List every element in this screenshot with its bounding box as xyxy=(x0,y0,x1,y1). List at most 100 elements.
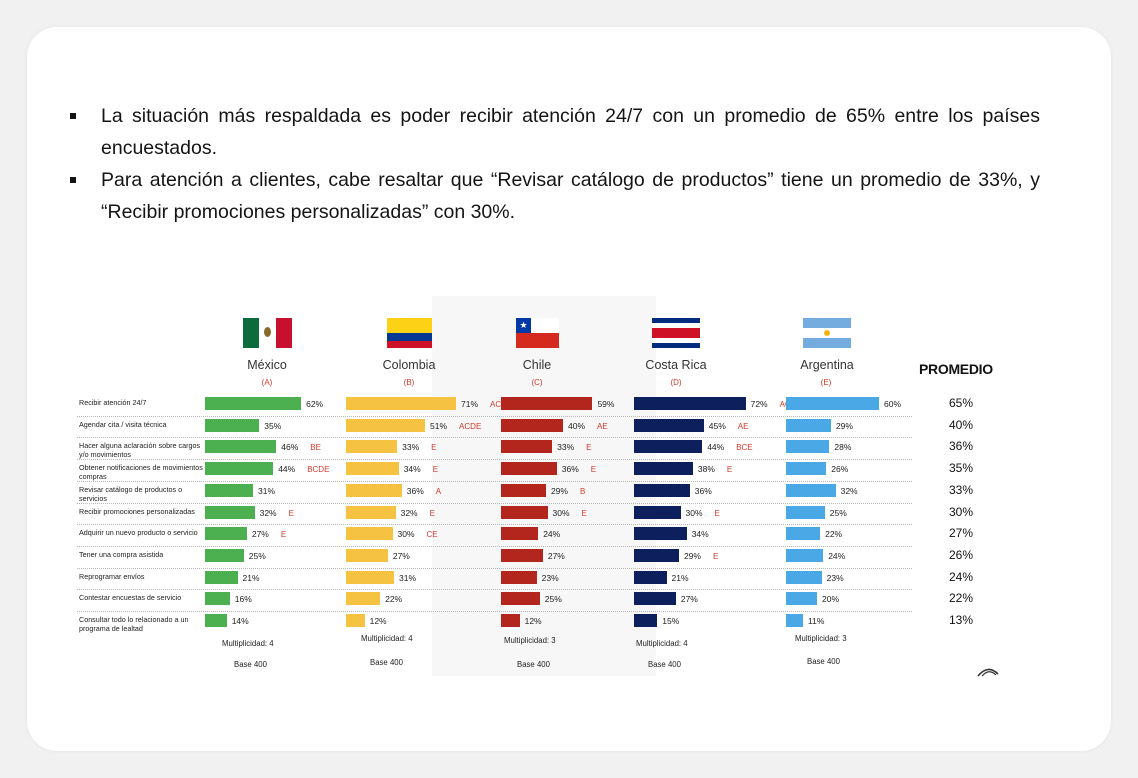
bar-argentina xyxy=(786,418,831,432)
bar-costa-rica xyxy=(634,397,746,410)
country-letter-argentina: (E) xyxy=(820,378,832,387)
bar-argentina xyxy=(786,483,836,497)
bar-colombia xyxy=(346,570,395,584)
bar-colombia xyxy=(346,592,381,606)
data-label-argentina: 11% xyxy=(808,616,825,626)
significance-label-costa-rica: BCE xyxy=(736,443,753,453)
bar-mexico xyxy=(205,462,274,476)
significance-label-costa-rica: E xyxy=(712,551,719,561)
promedio-value: 65% xyxy=(949,396,974,410)
significance-label-chile: E xyxy=(590,465,597,475)
data-label-colombia: 33% xyxy=(402,442,420,453)
data-label-costa-rica: 27% xyxy=(680,594,698,605)
promedio-value: 40% xyxy=(949,417,974,432)
data-label-argentina: 26% xyxy=(831,464,849,475)
country-letter-chile: (C) xyxy=(531,378,543,387)
bar-colombia xyxy=(346,418,426,432)
bar-costa-rica xyxy=(634,440,703,454)
data-label-argentina: 23% xyxy=(826,572,844,583)
data-label-argentina: 20% xyxy=(822,594,840,605)
data-label-costa-rica: 72% xyxy=(750,399,768,409)
bullet-square-icon xyxy=(70,177,76,183)
bar-argentina xyxy=(786,527,821,541)
country-label-costa-rica: Costa Rica xyxy=(645,358,707,372)
promedio-value: 35% xyxy=(949,461,974,476)
bar-mexico xyxy=(205,592,230,606)
bullet-list: La situación más respaldada es poder rec… xyxy=(70,100,1040,228)
bar-chile xyxy=(501,462,557,476)
data-label-costa-rica: 45% xyxy=(708,420,726,431)
multiplicity-label-argentina: Multiplicidad: 3 xyxy=(795,634,847,643)
bar-argentina xyxy=(786,570,822,584)
data-label-argentina: 25% xyxy=(829,507,847,518)
data-label-chile: 33% xyxy=(557,442,575,453)
data-label-argentina: 32% xyxy=(840,485,858,496)
bar-costa-rica xyxy=(634,505,681,519)
country-label-chile: Chile xyxy=(522,358,552,372)
bar-chile xyxy=(501,483,546,497)
bar-mexico xyxy=(205,418,260,432)
data-label-mexico: 46% xyxy=(281,442,299,453)
bar-argentina xyxy=(786,614,804,627)
bar-colombia xyxy=(346,462,399,476)
data-label-colombia: 27% xyxy=(392,550,410,561)
bar-costa-rica xyxy=(634,462,693,476)
country-label-mexico: México xyxy=(247,358,287,372)
bar-mexico xyxy=(205,483,254,497)
promedio-value: 36% xyxy=(949,439,974,454)
bar-costa-rica xyxy=(634,418,704,432)
multiplicity-label-colombia: Multiplicidad: 4 xyxy=(361,634,413,643)
significance-label-colombia: E xyxy=(431,443,437,453)
data-label-mexico: 32% xyxy=(259,507,277,518)
data-label-chile: 30% xyxy=(552,507,570,518)
data-label-mexico: 44% xyxy=(278,464,296,475)
data-label-mexico: 25% xyxy=(248,550,266,561)
multiplicity-label-costa-rica: Multiplicidad: 4 xyxy=(636,639,688,648)
colombia-flag-icon xyxy=(387,318,432,348)
country-letter-colombia: (B) xyxy=(403,378,415,387)
data-label-colombia: 30% xyxy=(397,529,415,540)
bar-mexico xyxy=(205,505,255,519)
promedio-value: 22% xyxy=(949,591,974,606)
bar-mexico xyxy=(205,614,227,627)
bar-costa-rica xyxy=(634,527,687,541)
significance-label-chile: AE xyxy=(597,421,608,431)
data-label-argentina: 29% xyxy=(835,420,853,431)
significance-label-colombia: E xyxy=(432,465,439,475)
data-label-costa-rica: 36% xyxy=(694,485,712,496)
bar-chile xyxy=(501,614,520,627)
row-label: Recibir atención 24/7 xyxy=(79,398,147,407)
multiplicity-label-mexico: Multiplicidad: 4 xyxy=(222,639,274,648)
argentina-flag-icon xyxy=(803,318,851,348)
data-label-argentina: 28% xyxy=(834,442,852,453)
row-separator xyxy=(77,480,912,482)
mexico-flag-icon xyxy=(243,318,292,348)
significance-label-chile: E xyxy=(586,443,592,453)
country-label-colombia: Colombia xyxy=(382,358,436,372)
costa-rica-flag-icon xyxy=(652,318,700,348)
data-label-chile: 36% xyxy=(561,464,579,475)
row-separator xyxy=(77,437,912,439)
significance-label-mexico: E xyxy=(280,530,287,540)
bar-argentina xyxy=(786,397,879,410)
data-label-chile: 59% xyxy=(597,399,615,409)
bar-colombia xyxy=(346,527,393,541)
data-label-chile: 24% xyxy=(543,529,561,540)
bar-mexico xyxy=(205,397,302,410)
data-label-mexico: 31% xyxy=(258,485,276,496)
row-separator xyxy=(77,545,912,547)
data-label-costa-rica: 15% xyxy=(662,616,680,626)
row-label: Revisar catálogo de productos o servicio… xyxy=(79,484,183,503)
bar-colombia xyxy=(346,505,396,519)
data-label-mexico: 16% xyxy=(234,594,252,605)
bullet-item: La situación más respaldada es poder rec… xyxy=(70,100,1040,164)
bar-chile xyxy=(501,527,539,541)
row-label: Hacer alguna aclaración sobre cargos y/o… xyxy=(79,441,201,460)
significance-label-chile: E xyxy=(581,508,587,518)
row-label: Adquirir un nuevo producto o servicio xyxy=(79,528,198,538)
bar-chile xyxy=(501,397,593,410)
row-separator xyxy=(77,589,912,591)
promedio-value: 33% xyxy=(949,482,974,497)
bar-costa-rica xyxy=(634,570,667,584)
data-label-mexico: 14% xyxy=(231,616,249,626)
